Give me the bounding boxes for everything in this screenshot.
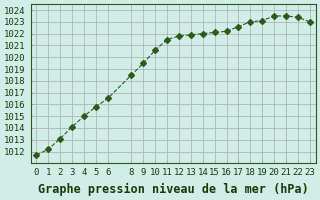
X-axis label: Graphe pression niveau de la mer (hPa): Graphe pression niveau de la mer (hPa) [38,183,308,196]
